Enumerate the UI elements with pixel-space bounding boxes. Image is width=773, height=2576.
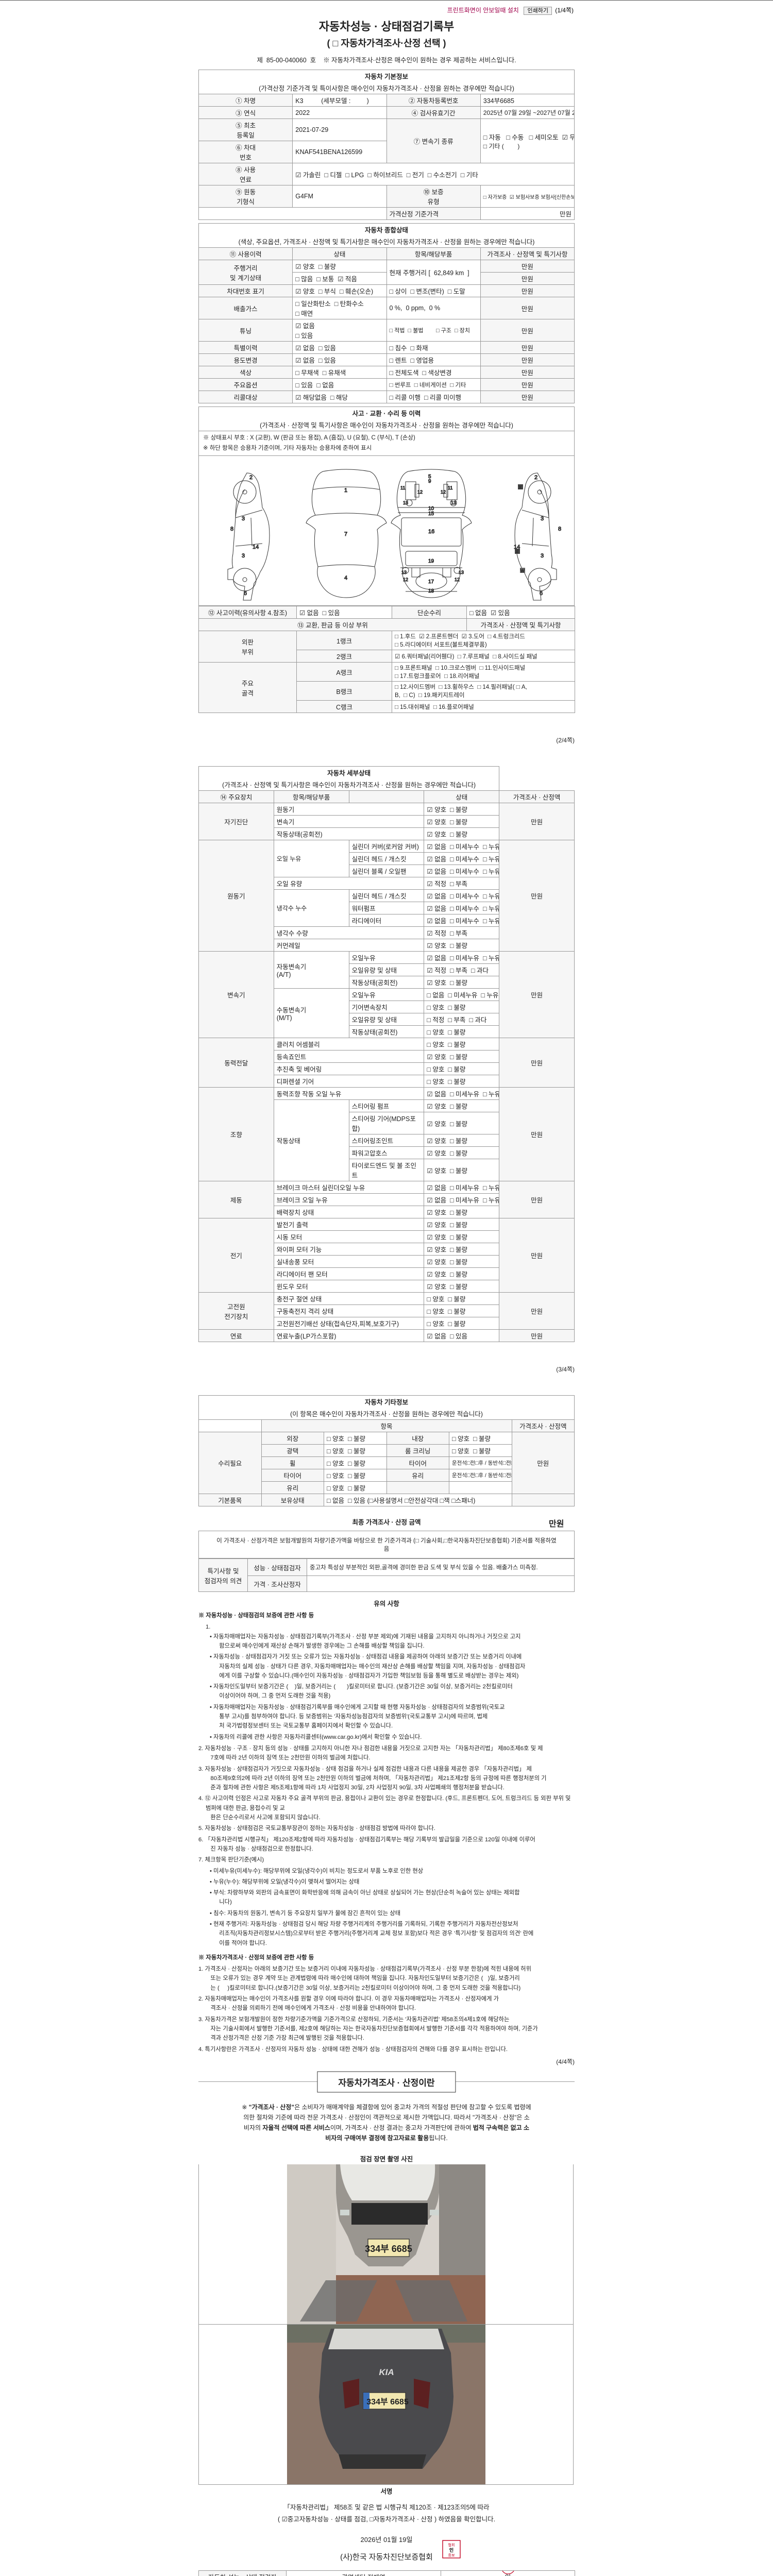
svg-text:12: 12: [455, 577, 460, 582]
svg-text:4: 4: [344, 575, 347, 581]
svg-text:W: W: [520, 569, 525, 573]
svg-text:인: 인: [449, 2548, 453, 2553]
svg-text:6: 6: [540, 590, 543, 597]
svg-text:11: 11: [448, 485, 452, 490]
svg-text:7: 7: [344, 531, 347, 537]
svg-text:13: 13: [459, 570, 464, 575]
svg-text:334부 6685: 334부 6685: [365, 2244, 412, 2254]
svg-text:경일: 경일: [505, 2571, 511, 2572]
svg-text:증보: 증보: [448, 2553, 455, 2557]
svg-text:3: 3: [242, 553, 245, 559]
svg-text:334부 6685: 334부 6685: [366, 2397, 409, 2406]
svg-text:6: 6: [244, 590, 247, 597]
svg-text:12: 12: [441, 489, 446, 495]
svg-text:협회: 협회: [448, 2543, 455, 2547]
svg-text:14: 14: [253, 544, 259, 550]
svg-text:12: 12: [417, 489, 423, 495]
svg-text:18: 18: [428, 588, 434, 594]
svg-text:17: 17: [428, 579, 434, 585]
svg-text:12: 12: [403, 577, 408, 582]
svg-text:11: 11: [400, 485, 405, 490]
svg-text:X: X: [519, 485, 522, 490]
svg-text:15: 15: [428, 511, 434, 517]
svg-text:3: 3: [242, 516, 245, 522]
svg-text:3: 3: [541, 553, 544, 559]
svg-text:KIA: KIA: [379, 2367, 394, 2377]
svg-text:X: X: [516, 550, 519, 554]
svg-text:1: 1: [344, 487, 347, 494]
svg-text:3: 3: [541, 516, 544, 522]
svg-text:8: 8: [558, 526, 561, 532]
svg-text:8: 8: [230, 526, 233, 532]
svg-text:2: 2: [249, 474, 253, 481]
svg-text:13: 13: [451, 500, 456, 505]
svg-text:16: 16: [428, 529, 434, 535]
svg-text:13: 13: [403, 500, 408, 505]
svg-text:2: 2: [534, 474, 537, 481]
svg-text:13: 13: [401, 570, 407, 575]
svg-text:19: 19: [428, 558, 434, 564]
svg-text:14: 14: [514, 544, 520, 550]
svg-text:9: 9: [428, 479, 431, 484]
